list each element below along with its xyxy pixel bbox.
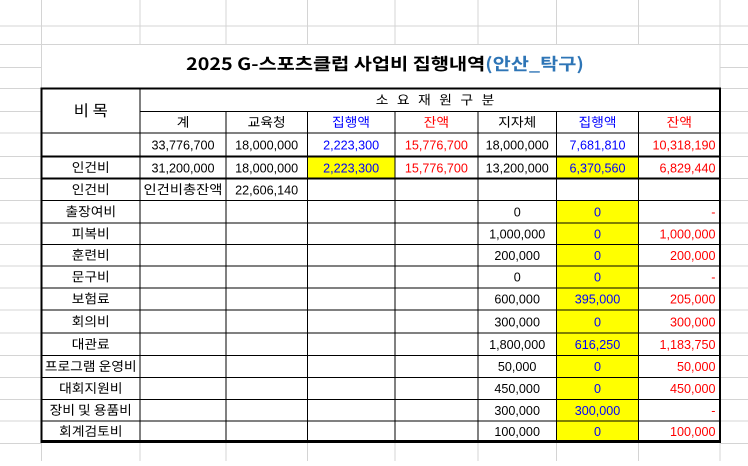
svg-text:300,000: 300,000 [575, 404, 621, 418]
svg-text:395,000: 395,000 [575, 293, 621, 307]
svg-text:0: 0 [594, 206, 601, 220]
svg-text:100,000: 100,000 [670, 425, 716, 439]
svg-text:300,000: 300,000 [670, 315, 716, 329]
svg-text:0: 0 [514, 271, 521, 285]
svg-text:0: 0 [594, 271, 601, 285]
svg-text:15,776,700: 15,776,700 [405, 139, 468, 153]
svg-text:100,000: 100,000 [494, 425, 540, 439]
svg-text:0: 0 [594, 382, 601, 396]
svg-text:0: 0 [514, 206, 521, 220]
svg-text:0: 0 [594, 360, 601, 374]
svg-text:200,000: 200,000 [494, 249, 540, 263]
svg-text:0: 0 [594, 249, 601, 263]
svg-text:15,776,700: 15,776,700 [405, 161, 468, 175]
svg-text:18,000,000: 18,000,000 [235, 139, 298, 153]
svg-text:205,000: 205,000 [670, 293, 716, 307]
svg-text:18,000,000: 18,000,000 [235, 161, 298, 175]
svg-text:1,000,000: 1,000,000 [659, 228, 715, 242]
svg-text:18,000,000: 18,000,000 [486, 139, 549, 153]
svg-text:1,000,000: 1,000,000 [489, 228, 545, 242]
svg-text:450,000: 450,000 [670, 382, 716, 396]
svg-text:6,370,560: 6,370,560 [569, 161, 625, 175]
svg-text:-: - [711, 271, 715, 285]
svg-text:1,800,000: 1,800,000 [489, 338, 545, 352]
svg-text:50,000: 50,000 [498, 360, 537, 374]
svg-text:-: - [711, 404, 715, 418]
svg-text:50,000: 50,000 [677, 360, 716, 374]
svg-text:600,000: 600,000 [494, 293, 540, 307]
svg-text:10,318,190: 10,318,190 [652, 139, 715, 153]
svg-text:0: 0 [594, 425, 601, 439]
svg-text:300,000: 300,000 [494, 404, 540, 418]
svg-text:616,250: 616,250 [575, 338, 621, 352]
svg-text:2,223,300: 2,223,300 [323, 139, 379, 153]
svg-text:0: 0 [594, 228, 601, 242]
svg-text:450,000: 450,000 [494, 382, 540, 396]
svg-text:300,000: 300,000 [494, 315, 540, 329]
svg-text:33,776,700: 33,776,700 [151, 139, 214, 153]
svg-text:1,183,750: 1,183,750 [659, 338, 715, 352]
svg-text:7,681,810: 7,681,810 [569, 139, 625, 153]
svg-text:200,000: 200,000 [670, 249, 716, 263]
svg-text:22,606,140: 22,606,140 [235, 183, 298, 197]
svg-text:13,200,000: 13,200,000 [486, 161, 549, 175]
svg-text:0: 0 [594, 315, 601, 329]
svg-text:2,223,300: 2,223,300 [323, 161, 379, 175]
svg-text:31,200,000: 31,200,000 [151, 161, 214, 175]
svg-text:-: - [711, 206, 715, 220]
svg-text:6,829,440: 6,829,440 [659, 161, 715, 175]
